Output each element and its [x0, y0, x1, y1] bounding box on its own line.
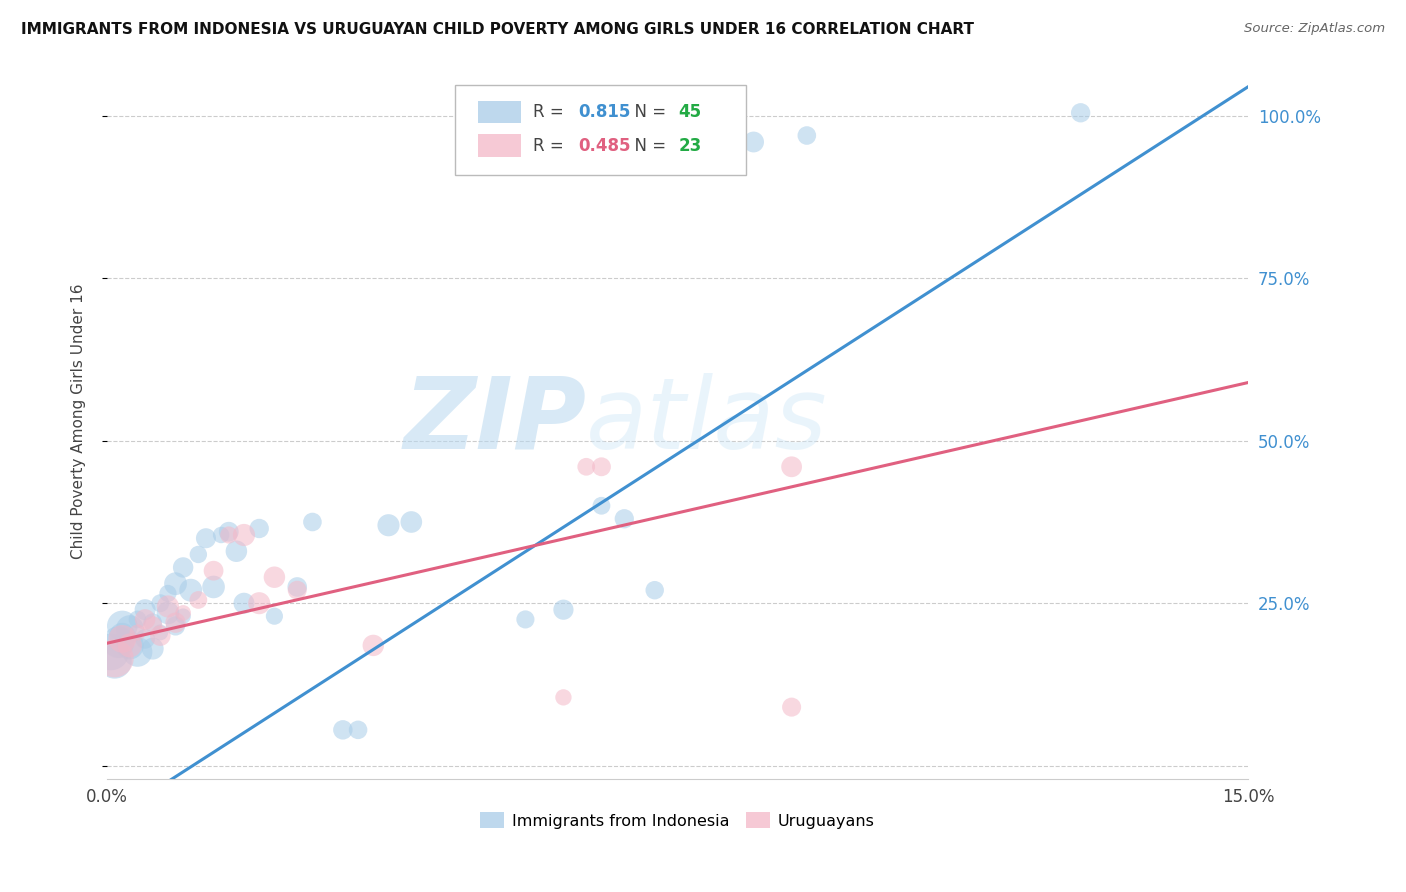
Point	[301, 515, 323, 529]
Point	[247, 521, 270, 535]
Point	[1070, 105, 1092, 120]
Point	[218, 524, 240, 539]
Point	[180, 583, 202, 598]
Point	[100, 645, 122, 659]
Point	[209, 528, 232, 542]
Point	[118, 622, 141, 636]
Point	[263, 609, 285, 624]
Point	[591, 499, 613, 513]
Point	[104, 651, 127, 665]
Point	[111, 619, 134, 633]
Point	[225, 544, 247, 558]
Text: N =: N =	[624, 136, 671, 154]
Point	[172, 560, 194, 574]
Point	[233, 528, 256, 542]
Point	[149, 625, 172, 640]
Text: atlas: atlas	[586, 373, 828, 470]
Point	[134, 603, 156, 617]
Point	[104, 655, 127, 669]
Text: 0.815: 0.815	[578, 103, 631, 121]
Text: Source: ZipAtlas.com: Source: ZipAtlas.com	[1244, 22, 1385, 36]
Point	[165, 619, 187, 633]
Point	[172, 609, 194, 624]
Point	[142, 619, 165, 633]
Point	[233, 596, 256, 610]
Point	[134, 632, 156, 646]
Point	[553, 690, 575, 705]
Point	[591, 459, 613, 474]
Point	[202, 564, 225, 578]
Point	[156, 586, 179, 600]
Text: R =: R =	[533, 103, 568, 121]
Text: N =: N =	[624, 103, 671, 121]
FancyBboxPatch shape	[478, 134, 522, 157]
Point	[165, 615, 187, 630]
Point	[156, 606, 179, 620]
Legend: Immigrants from Indonesia, Uruguayans: Immigrants from Indonesia, Uruguayans	[474, 805, 882, 835]
Point	[111, 629, 134, 643]
Point	[796, 128, 818, 143]
Point	[107, 635, 129, 649]
Point	[172, 606, 194, 620]
Point	[165, 576, 187, 591]
Point	[553, 603, 575, 617]
Point	[742, 135, 765, 149]
Point	[127, 625, 149, 640]
Point	[575, 459, 598, 474]
Point	[377, 518, 399, 533]
Point	[118, 639, 141, 653]
Point	[118, 639, 141, 653]
Point	[218, 528, 240, 542]
Point	[187, 548, 209, 562]
Point	[780, 700, 803, 714]
Point	[187, 593, 209, 607]
Point	[644, 583, 666, 598]
FancyBboxPatch shape	[478, 101, 522, 123]
Point	[780, 459, 803, 474]
Point	[149, 596, 172, 610]
Point	[142, 615, 165, 630]
Y-axis label: Child Poverty Among Girls Under 16: Child Poverty Among Girls Under 16	[72, 284, 86, 559]
Text: ZIP: ZIP	[404, 373, 586, 470]
Point	[194, 531, 217, 545]
Point	[361, 639, 384, 653]
Text: IMMIGRANTS FROM INDONESIA VS URUGUAYAN CHILD POVERTY AMONG GIRLS UNDER 16 CORREL: IMMIGRANTS FROM INDONESIA VS URUGUAYAN C…	[21, 22, 974, 37]
Point	[127, 612, 149, 626]
Text: 23: 23	[679, 136, 702, 154]
Text: 0.485: 0.485	[578, 136, 631, 154]
Point	[134, 612, 156, 626]
Text: R =: R =	[533, 136, 568, 154]
Point	[401, 515, 423, 529]
Point	[285, 583, 308, 598]
Point	[332, 723, 354, 737]
Point	[347, 723, 370, 737]
Point	[149, 629, 172, 643]
Point	[515, 612, 537, 626]
Point	[263, 570, 285, 584]
Point	[111, 632, 134, 646]
Point	[127, 645, 149, 659]
Point	[247, 596, 270, 610]
FancyBboxPatch shape	[456, 86, 747, 175]
Text: 45: 45	[679, 103, 702, 121]
Point	[613, 512, 636, 526]
Point	[142, 641, 165, 656]
Point	[285, 580, 308, 594]
Point	[202, 580, 225, 594]
Point	[156, 599, 179, 614]
